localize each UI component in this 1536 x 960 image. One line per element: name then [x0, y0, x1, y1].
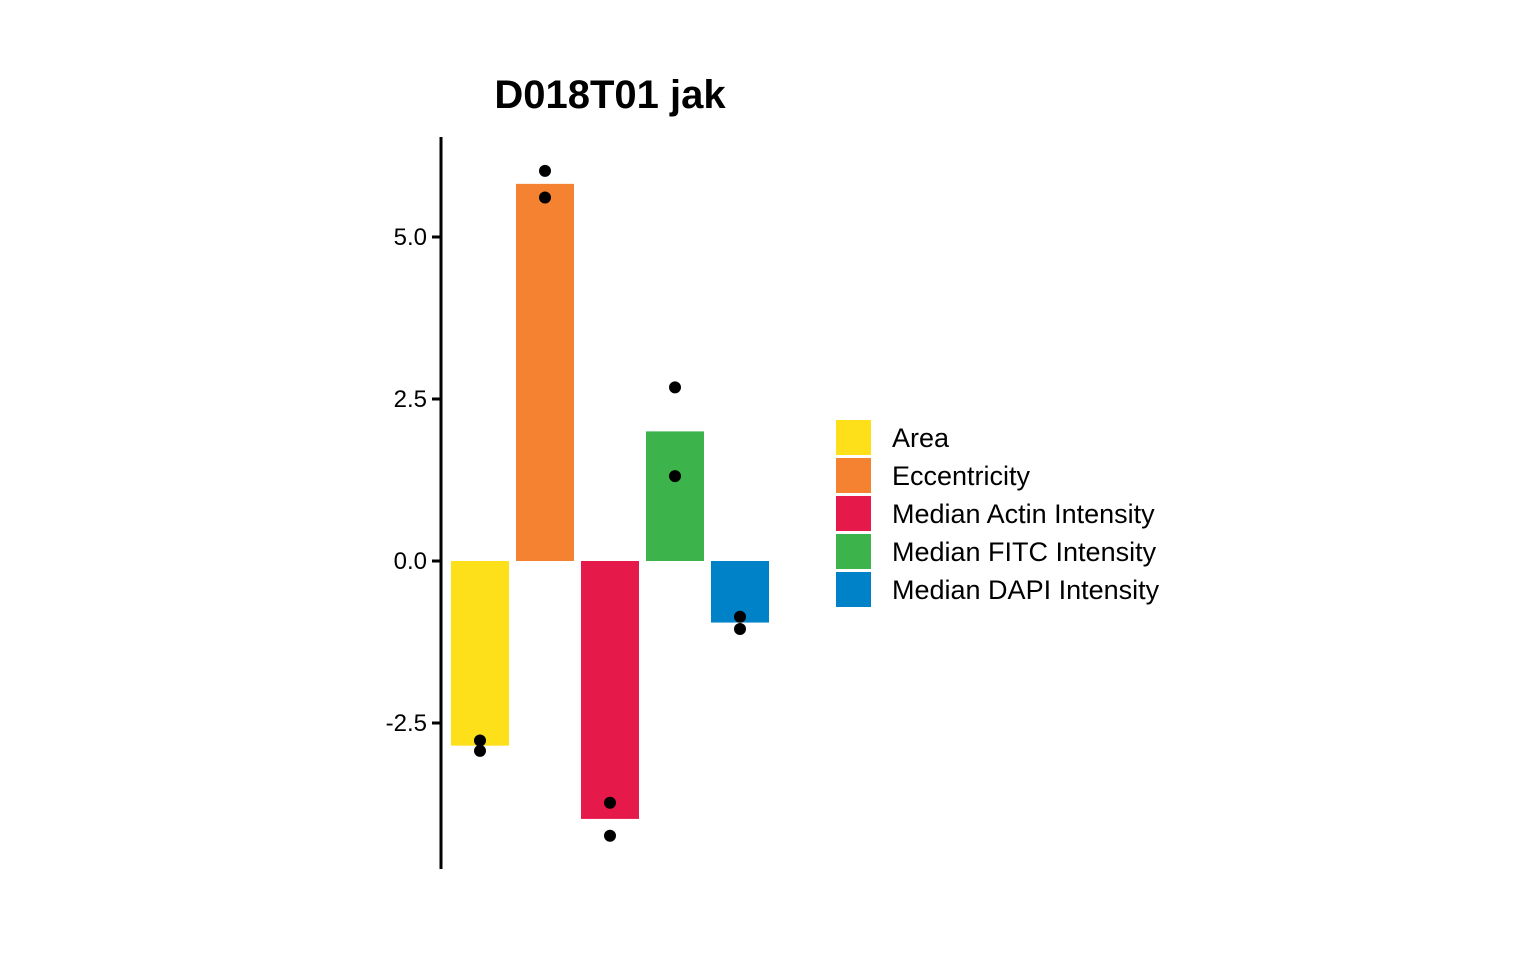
legend-swatch [836, 458, 871, 493]
bars [451, 183, 769, 819]
data-point [604, 796, 616, 809]
y-tick-label: 0.0 [394, 548, 427, 575]
legend-swatch [836, 534, 871, 569]
data-point [539, 191, 551, 204]
bar-eccentricity [516, 183, 574, 561]
legend-label: Median Actin Intensity [892, 499, 1155, 529]
y-tick-label: 2.5 [394, 386, 427, 413]
chart-title: D018T01 jak [494, 73, 726, 117]
legend-label: Median DAPI Intensity [892, 575, 1160, 605]
legend-label: Median FITC Intensity [892, 537, 1157, 567]
data-point [669, 470, 681, 483]
y-tick-label: 5.0 [394, 224, 427, 251]
legend-label: Eccentricity [892, 461, 1031, 491]
data-point [669, 381, 681, 394]
data-point [474, 734, 486, 747]
data-point [474, 744, 486, 757]
legend-label: Area [892, 423, 950, 453]
y-axis-ticks: 5.0 2.5 0.0 -2.5 [386, 224, 441, 737]
data-points [474, 164, 746, 842]
legend-swatch [836, 572, 871, 607]
data-point [604, 829, 616, 842]
legend: Area Eccentricity Median Actin Intensity Me… [836, 420, 1160, 607]
legend-swatch [836, 420, 871, 455]
legend-swatch [836, 496, 871, 531]
y-tick-label: -2.5 [386, 710, 427, 737]
bar-median-actin-intensity [581, 561, 639, 819]
data-point [539, 164, 551, 177]
data-point [734, 610, 746, 623]
bar-median-fitc-intensity [646, 431, 704, 561]
bar-area [451, 561, 509, 746]
data-point [734, 623, 746, 636]
